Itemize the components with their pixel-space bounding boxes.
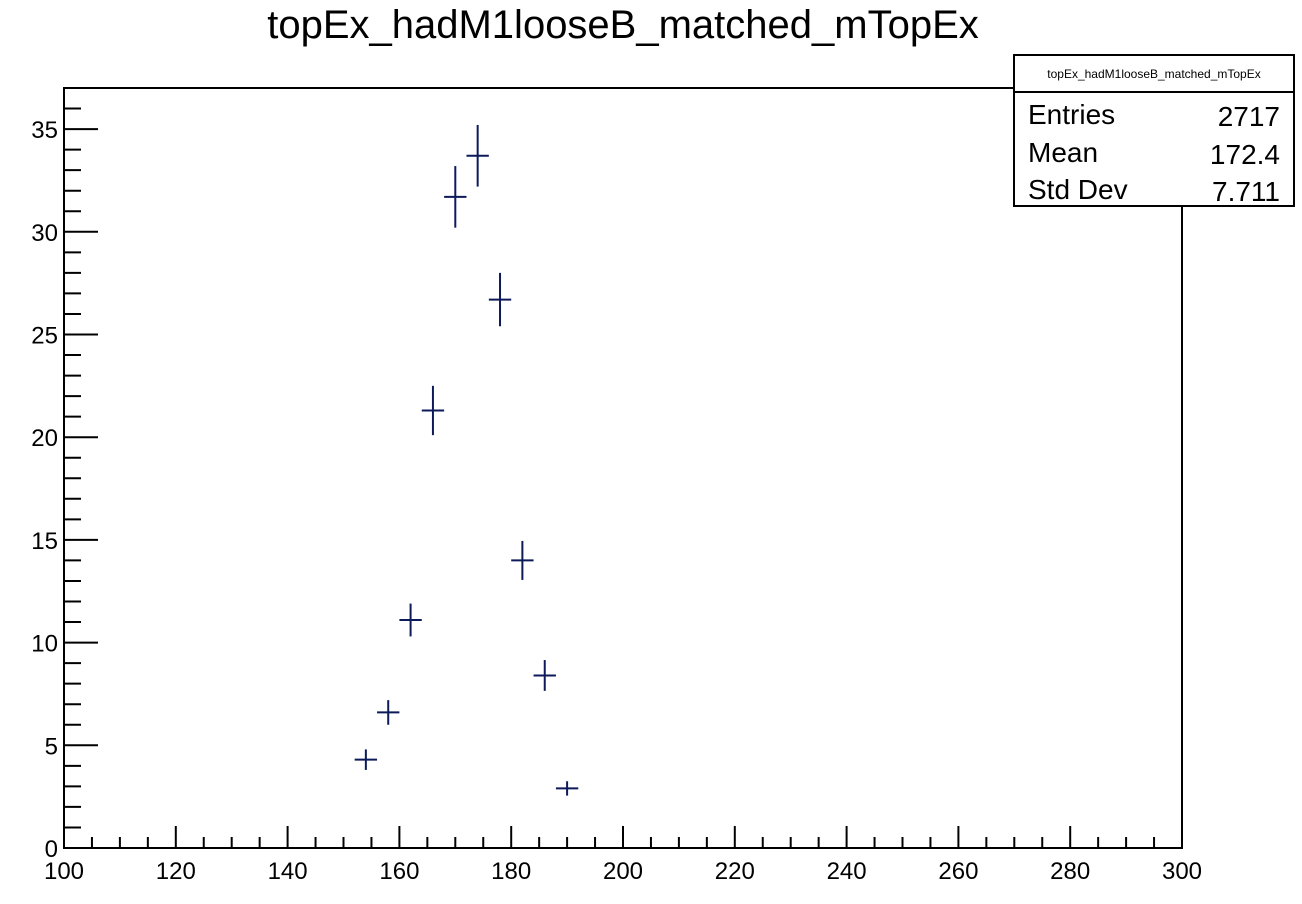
x-axis: 100 120 140 160 180 200 220 240 260 280 300 [44,826,1202,885]
stats-mean-label: Mean [1028,137,1098,168]
data-point [399,603,422,637]
y-tick-label: 15 [31,528,58,555]
x-tick-label: 240 [827,858,867,885]
y-tick-label: 35 [31,117,58,144]
data-point [555,781,579,796]
stats-stddev-value: 7.711 [1212,176,1280,207]
stats-box-title: topEx_hadM1looseB_matched_mTopEx [1047,67,1260,81]
x-tick-label: 200 [603,858,643,885]
data-point [354,749,378,770]
stats-box: topEx_hadM1looseB_matched_mTopEx Entries… [1013,54,1295,207]
data-point [488,272,512,327]
y-axis: 0 5 10 15 20 25 30 35 [31,87,98,863]
stats-box-frame [1013,54,1295,207]
y-tick-label: 25 [31,322,58,349]
x-tick-label: 160 [379,858,419,885]
x-tick-label: 100 [44,858,84,885]
data-point [511,540,534,580]
stats-mean-value: 172.4 [1210,139,1280,170]
data-point [421,385,445,436]
data-point [377,700,400,725]
y-tick-label: 5 [45,733,58,760]
data-points [354,124,579,796]
x-tick-label: 120 [156,858,196,885]
data-point [533,660,556,691]
x-tick-label: 220 [715,858,755,885]
data-point [466,124,489,187]
y-tick-label: 20 [31,425,58,452]
x-tick-label: 260 [938,858,978,885]
x-tick-label: 180 [491,858,531,885]
stats-entries-label: Entries [1028,99,1115,130]
y-tick-label: 10 [31,631,58,658]
y-tick-label: 0 [45,836,58,863]
chart-title: topEx_hadM1looseB_matched_mTopEx [267,3,979,47]
stats-entries-value: 2717 [1218,101,1280,132]
data-point [444,166,467,228]
x-tick-label: 140 [268,858,308,885]
y-tick-label: 30 [31,220,58,247]
stats-stddev-label: Std Dev [1028,174,1128,205]
x-tick-label: 280 [1050,858,1090,885]
x-tick-label: 300 [1162,858,1202,885]
